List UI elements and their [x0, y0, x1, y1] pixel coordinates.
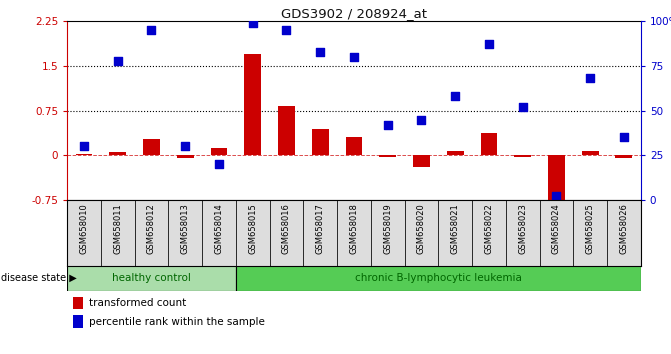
- Text: disease state ▶: disease state ▶: [1, 273, 77, 283]
- Bar: [413, 155, 430, 167]
- Point: [416, 117, 427, 122]
- Bar: [270, 200, 303, 266]
- Text: healthy control: healthy control: [112, 273, 191, 283]
- Bar: [371, 200, 405, 266]
- Text: GSM658014: GSM658014: [215, 203, 223, 254]
- Text: chronic B-lymphocytic leukemia: chronic B-lymphocytic leukemia: [355, 273, 522, 283]
- Text: GSM658020: GSM658020: [417, 203, 426, 254]
- Bar: [278, 107, 295, 155]
- Text: GSM658025: GSM658025: [586, 203, 595, 254]
- Bar: [582, 151, 599, 155]
- Text: GSM658022: GSM658022: [484, 203, 493, 254]
- Title: GDS3902 / 208924_at: GDS3902 / 208924_at: [281, 7, 427, 20]
- Bar: [67, 266, 236, 291]
- Point: [281, 27, 292, 33]
- Point: [315, 49, 325, 55]
- Bar: [607, 200, 641, 266]
- Text: GSM658015: GSM658015: [248, 203, 257, 254]
- Bar: [438, 200, 472, 266]
- Bar: [135, 200, 168, 266]
- Bar: [236, 266, 641, 291]
- Text: GSM658024: GSM658024: [552, 203, 561, 254]
- Text: GSM658010: GSM658010: [79, 203, 89, 254]
- Bar: [168, 200, 202, 266]
- Bar: [472, 200, 506, 266]
- Bar: [244, 54, 261, 155]
- Bar: [405, 200, 438, 266]
- Bar: [176, 155, 194, 158]
- Bar: [615, 155, 632, 158]
- Text: GSM658021: GSM658021: [451, 203, 460, 254]
- Bar: [539, 200, 573, 266]
- Bar: [506, 200, 539, 266]
- Point: [349, 54, 360, 60]
- Bar: [211, 148, 227, 155]
- Text: GSM658013: GSM658013: [180, 203, 190, 254]
- Text: transformed count: transformed count: [89, 298, 186, 308]
- Bar: [514, 155, 531, 156]
- Point: [585, 76, 596, 81]
- Point: [79, 144, 89, 149]
- Bar: [447, 151, 464, 155]
- Text: GSM658017: GSM658017: [315, 203, 325, 254]
- Point: [146, 27, 157, 33]
- Bar: [573, 200, 607, 266]
- Point: [248, 20, 258, 26]
- Point: [619, 135, 629, 140]
- Bar: [303, 200, 337, 266]
- Text: GSM658019: GSM658019: [383, 203, 393, 254]
- Bar: [202, 200, 236, 266]
- Bar: [548, 155, 565, 200]
- Point: [112, 58, 123, 63]
- Bar: [67, 200, 101, 266]
- Text: GSM658016: GSM658016: [282, 203, 291, 254]
- Bar: [73, 297, 83, 309]
- Text: GSM658026: GSM658026: [619, 203, 629, 254]
- Bar: [236, 200, 270, 266]
- Bar: [109, 152, 126, 155]
- Bar: [337, 200, 371, 266]
- Point: [450, 93, 460, 99]
- Point: [517, 104, 528, 110]
- Point: [213, 161, 224, 167]
- Point: [551, 194, 562, 199]
- Text: GSM658023: GSM658023: [518, 203, 527, 254]
- Point: [382, 122, 393, 128]
- Bar: [76, 154, 93, 155]
- Bar: [73, 315, 83, 328]
- Text: GSM658018: GSM658018: [350, 203, 358, 254]
- Bar: [379, 155, 396, 156]
- Point: [484, 42, 495, 47]
- Text: GSM658011: GSM658011: [113, 203, 122, 254]
- Bar: [143, 139, 160, 155]
- Point: [180, 144, 191, 149]
- Text: GSM658012: GSM658012: [147, 203, 156, 254]
- Bar: [346, 137, 362, 155]
- Bar: [312, 129, 329, 155]
- Bar: [480, 133, 497, 155]
- Text: percentile rank within the sample: percentile rank within the sample: [89, 316, 265, 327]
- Bar: [101, 200, 135, 266]
